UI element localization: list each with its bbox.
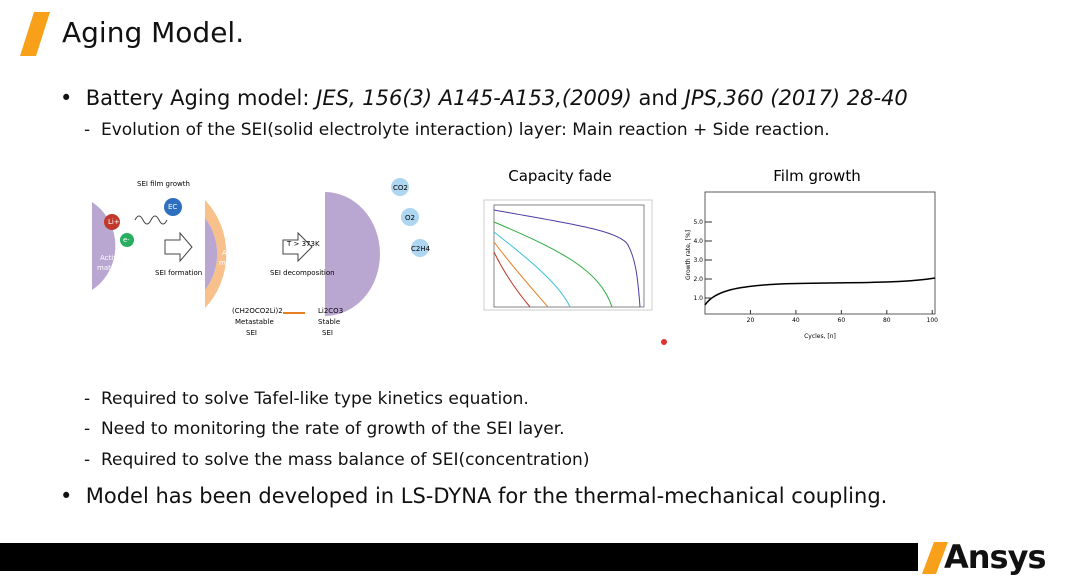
label: Li+: [108, 218, 120, 226]
label: SEI: [322, 329, 333, 337]
figures: SEI film growth Li+ EC e- Active materia…: [92, 167, 938, 345]
sub-bullet: - Evolution of the SEI(solid electrolyte…: [84, 120, 830, 140]
y-tick-label: 2.0: [693, 276, 703, 283]
footer-bar: [0, 543, 918, 571]
sub-bullet: - Required to solve the mass balance of …: [84, 450, 590, 470]
label: Metastable: [235, 318, 274, 326]
label: Stable: [318, 318, 340, 326]
y-tick-label: 1.0: [693, 295, 703, 302]
label: material: [219, 259, 248, 267]
figure-title: Film growth: [773, 167, 860, 185]
capacity-fade-figure: Capacity fade: [483, 167, 653, 311]
sub-bullet: - Need to monitoring the rate of growth …: [84, 419, 565, 439]
text: and: [631, 86, 685, 110]
y-tick-label: 5.0: [693, 219, 703, 226]
label: T > 373K: [286, 240, 320, 248]
label: O2: [405, 214, 415, 222]
label: SEI formation: [155, 269, 202, 277]
text: Battery Aging model:: [85, 86, 317, 110]
text: Need to monitoring the rate of growth of…: [100, 419, 565, 439]
sub-bullet: - Required to solve Tafel-like type kine…: [84, 389, 529, 409]
label: SEI decomposition: [270, 269, 335, 277]
sei-diagram: SEI film growth Li+ EC e- Active materia…: [92, 178, 431, 337]
text: Model has been developed in LS-DYNA for …: [85, 484, 888, 508]
x-tick-label: 80: [883, 317, 891, 324]
title-accent: [20, 12, 50, 56]
citation: JPS,360 (2017) 28-40: [684, 86, 908, 110]
label: Active: [100, 254, 122, 262]
x-tick-label: 100: [927, 317, 939, 324]
label: Li2CO3: [318, 307, 343, 315]
x-tick-label: 20: [747, 317, 755, 324]
label: C2H4: [411, 245, 431, 253]
y-tick-label: 3.0: [693, 257, 703, 264]
text: Required to solve Tafel-like type kineti…: [100, 389, 529, 409]
figure-title: Capacity fade: [508, 167, 612, 185]
y-axis-label: Growth rate, [%]: [685, 230, 692, 280]
bullet: • Model has been developed in LS-DYNA fo…: [60, 484, 888, 508]
logo: Ansys: [944, 538, 1046, 576]
title: Aging Model.: [62, 16, 245, 49]
x-tick-label: 60: [838, 317, 846, 324]
x-tick-label: 40: [792, 317, 800, 324]
label: Active: [222, 249, 244, 257]
label: (CH2OCO2Li)2: [232, 307, 283, 315]
x-axis-label: Cycles, [n]: [804, 333, 836, 340]
cursor-dot: [661, 339, 667, 345]
y-tick-label: 4.0: [693, 238, 703, 245]
label: CO2: [393, 184, 408, 192]
text: Required to solve the mass balance of SE…: [100, 450, 590, 470]
label: SEI film growth: [137, 180, 190, 188]
label: EC: [168, 203, 177, 211]
label: SEI: [246, 329, 257, 337]
bullet: • Battery Aging model: JES, 156(3) A145-…: [60, 86, 908, 110]
logo-mark: [922, 542, 948, 574]
label: e-: [123, 236, 130, 244]
text: Evolution of the SEI(solid electrolyte i…: [100, 120, 830, 140]
film-growth-figure: Film growth 20 40 60 80 100 1.0 2.0 3.0 4.0 5.0 C…: [685, 167, 938, 340]
label: material: [97, 264, 126, 272]
citation: JES, 156(3) A145-A153,(2009): [316, 86, 632, 110]
